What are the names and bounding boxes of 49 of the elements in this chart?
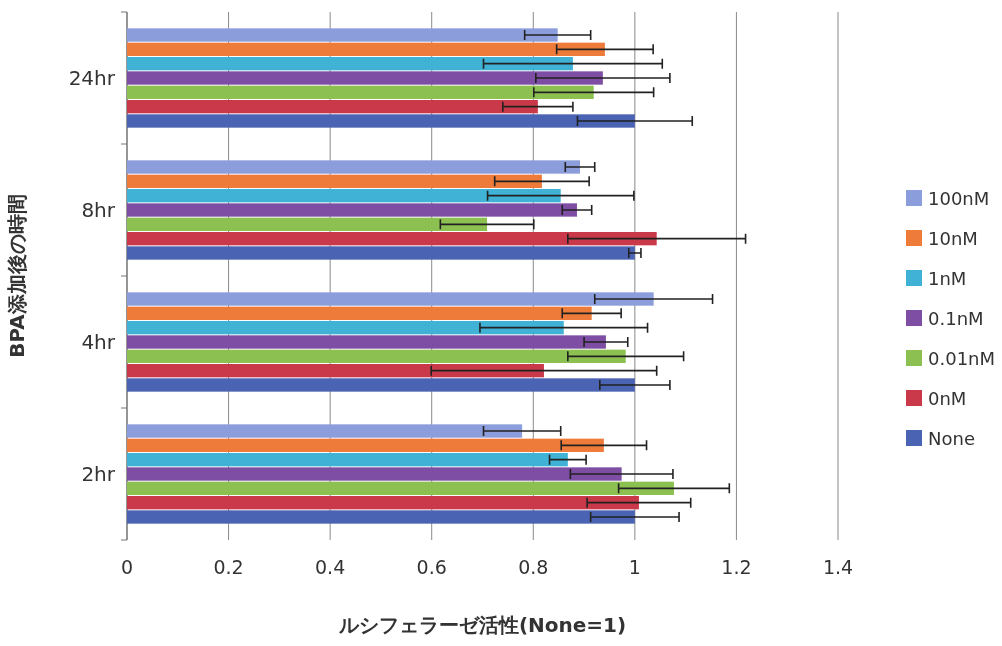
bar bbox=[127, 217, 488, 231]
y-tick-label: 4hr bbox=[81, 330, 116, 354]
x-tick-label: 0.8 bbox=[518, 556, 549, 578]
bar bbox=[127, 321, 564, 335]
bar bbox=[127, 100, 538, 114]
legend-label: 100nM bbox=[928, 188, 990, 209]
legend-label: 0.01nM bbox=[928, 348, 996, 369]
bar bbox=[127, 292, 654, 306]
bar bbox=[127, 28, 558, 42]
bar bbox=[127, 114, 635, 128]
legend-label: 10nM bbox=[928, 228, 978, 249]
bar bbox=[127, 42, 605, 56]
bar bbox=[127, 71, 603, 85]
bar bbox=[127, 378, 635, 392]
x-tick-label: 0.4 bbox=[315, 556, 346, 578]
bar bbox=[127, 496, 639, 510]
y-tick-label: 8hr bbox=[81, 198, 116, 222]
bar bbox=[127, 160, 581, 174]
x-tick-label: 1.2 bbox=[721, 556, 752, 578]
bar bbox=[127, 57, 573, 71]
bar bbox=[127, 246, 635, 260]
legend-label: None bbox=[928, 428, 975, 449]
legend-label: 0nM bbox=[928, 388, 967, 409]
bar bbox=[127, 481, 674, 495]
bar bbox=[127, 364, 544, 378]
bar bbox=[127, 349, 626, 363]
bar bbox=[127, 453, 568, 467]
bar bbox=[127, 467, 622, 481]
bar bbox=[127, 174, 542, 188]
x-tick-label: 1 bbox=[628, 556, 641, 578]
bar bbox=[127, 438, 604, 452]
x-tick-label: 0 bbox=[120, 556, 134, 578]
bar bbox=[127, 232, 657, 246]
bar bbox=[127, 424, 523, 438]
bar bbox=[127, 85, 594, 99]
bar bbox=[127, 189, 561, 203]
x-tick-label: 0.2 bbox=[213, 556, 244, 578]
y-tick-label: 2hr bbox=[81, 462, 116, 486]
x-axis-title: ルシフェラーゼ活性(None=1) bbox=[337, 613, 627, 637]
bar bbox=[127, 203, 577, 217]
x-tick-label: 1.4 bbox=[822, 556, 854, 578]
bar bbox=[127, 335, 606, 349]
legend-label: 0.1nM bbox=[928, 308, 984, 329]
y-axis-title: BPA添加後の時間 bbox=[5, 194, 29, 358]
x-tick-label: 0.6 bbox=[416, 556, 447, 578]
y-tick-label: 24hr bbox=[68, 66, 116, 90]
bar bbox=[127, 510, 635, 524]
bar bbox=[127, 306, 592, 320]
legend-label: 1nM bbox=[928, 268, 967, 289]
